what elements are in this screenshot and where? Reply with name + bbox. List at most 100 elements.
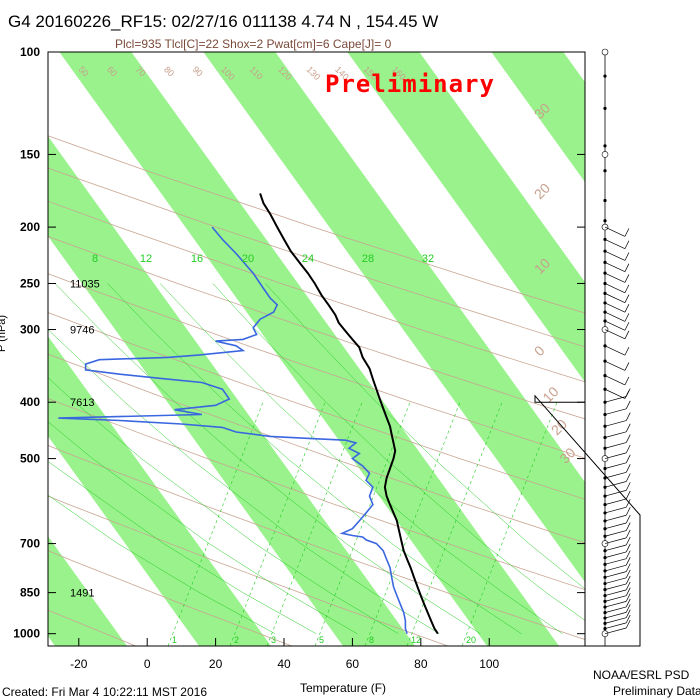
wind-barb-flag [625,619,631,629]
wind-barb [604,530,627,537]
isotherm-label-right: 20 [548,416,570,438]
wind-barb [604,595,627,602]
wind-barb-flag [625,434,631,443]
isotherm-label: 90 [191,64,205,78]
wind-barb-flag [624,376,630,386]
wind-barb-panel [534,48,641,647]
isotherm-band [347,52,585,383]
dry-adiabat [48,495,449,646]
wind-barb-flag [625,581,631,591]
wind-barb [604,571,627,578]
wind-barb [604,498,627,505]
dry-adiabat [48,550,292,646]
wind-barb-flag [625,507,631,516]
wind-barb [604,564,627,572]
mixing-ratio-bottom-label: 8 [369,635,374,645]
wind-barb-flag [624,294,630,303]
mixing-ratio-line [461,402,558,646]
wind-marker [601,151,609,158]
guide-lines [48,135,585,646]
wind-barb [604,239,626,250]
wind-barb-flag [625,593,631,602]
wind-barb [604,577,627,584]
wind-barb-flag [625,609,631,618]
wind-marker [603,106,607,110]
wind-barb-flag [624,304,630,313]
wind-barb-flag [625,454,631,463]
x-tick-label: 20 [209,657,223,671]
wind-barb [604,311,626,322]
x-tick-label: 100 [479,657,499,671]
dry-adiabat [48,353,585,544]
moist-adiabat [160,283,563,634]
wind-barb [604,606,627,613]
moist-adiabat [212,283,585,621]
plot-border [47,51,586,647]
isotherm-label-right: 0 [531,342,548,359]
y-tick-label: 700 [20,537,40,551]
wind-barb-flag [625,499,631,508]
height-label: 11035 [70,278,100,290]
wind-barb [604,302,626,313]
wind-barb-flag [624,240,630,249]
wind-barb-flag [625,423,631,432]
temperature-profile [259,193,439,635]
wind-barb-flag [624,330,630,339]
isotherm-band [59,52,559,646]
moist-adiabat [265,283,585,590]
y-tick-label: 400 [20,395,40,409]
mixing-ratio-line [266,402,363,646]
mixing-ratio-label: 8 [92,253,98,265]
wind-barb-flag [624,228,630,237]
mixing-ratio-bottom-label: 12 [411,635,421,645]
y-tick-label: 850 [20,586,40,600]
wind-barb [604,622,627,629]
wind-barb-flag [624,263,630,272]
mixing-ratio-label: 16 [191,253,203,265]
wind-barb-flag [625,604,631,613]
wind-barb [604,431,627,438]
y-tick-label: 300 [20,323,40,337]
wind-barb-flag [625,490,631,500]
isotherm-label-right: 20 [531,180,553,202]
wind-marker [601,48,609,56]
wind-barb [604,388,626,399]
x-tick-label: 40 [277,657,291,671]
wind-barb-flag [625,529,631,539]
wind-barb [604,481,627,488]
x-axis-label: Temperature (F) [300,681,387,695]
wind-barb [604,272,626,283]
height-label: 9746 [70,325,94,337]
wind-barb [604,420,627,427]
dry-adiabat [48,200,585,383]
x-tick-label: 0 [144,657,151,671]
isotherm-label: 130 [305,64,323,82]
mixing-ratio-label: 28 [362,253,374,265]
wind-barb [604,583,627,590]
wind-marker [603,169,607,173]
isotherm-band [635,52,700,646]
height-label: 7613 [70,397,94,409]
x-tick-label: -20 [70,657,88,671]
wind-barb-flag [625,514,631,524]
mixing-ratio-line [364,402,461,646]
mixing-ratio-label: 24 [302,253,314,265]
wind-barb [604,514,627,522]
wind-barb [604,617,627,624]
isotherm-band [48,336,271,646]
wind-barb-flag [625,412,631,421]
wind-barb [604,537,627,544]
wind-barb-flag [625,444,631,454]
y-tick-label: 150 [20,147,40,161]
x-tick-label: 60 [346,657,360,671]
wind-marker [603,219,607,223]
isotherm-band [203,52,585,583]
moist-adiabat [48,494,276,634]
y-tick-label: 1000 [13,627,40,641]
wind-barb-flag [625,536,631,546]
wind-barb-flag [625,482,631,491]
dry-adiabat [48,135,585,314]
data-status-label: Preliminary Data [613,684,700,698]
